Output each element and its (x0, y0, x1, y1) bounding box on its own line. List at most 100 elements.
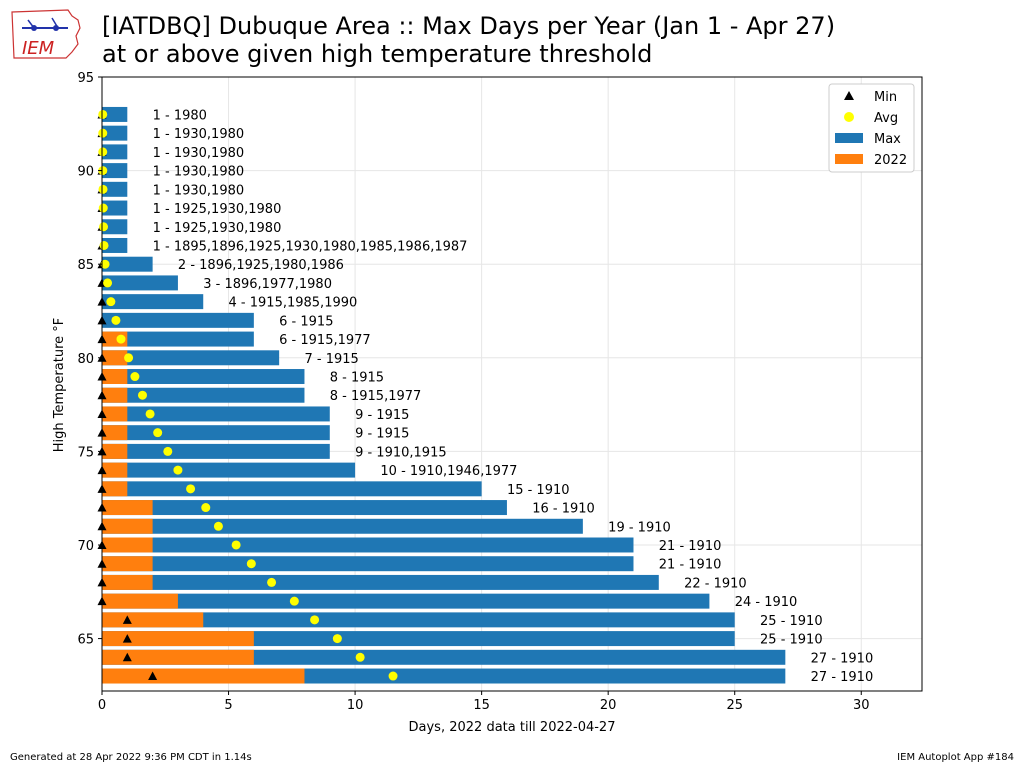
avg-marker (231, 540, 241, 550)
current-year-bar (102, 350, 128, 366)
bar-value-label: 1 - 1930,1980 (153, 165, 245, 180)
bar-value-label: 19 - 1910 (608, 520, 671, 535)
bar-value-label: 1 - 1895,1896,1925,1930,1980,1985,1986,1… (153, 239, 468, 254)
bar-value-label: 7 - 1915 (304, 352, 358, 367)
y-tick-label: 90 (77, 165, 94, 180)
avg-marker (124, 353, 134, 363)
bar-value-label: 8 - 1915 (330, 371, 384, 386)
max-bar (102, 125, 128, 141)
max-bar (102, 612, 735, 628)
avg-marker (98, 184, 108, 194)
bar-value-label: 21 - 1910 (659, 558, 722, 573)
avg-marker (98, 166, 108, 176)
avg-marker (111, 315, 121, 325)
y-tick-label: 75 (77, 445, 94, 460)
max-bar (102, 574, 659, 590)
current-year-bar (102, 443, 128, 459)
current-year-bar (102, 500, 153, 516)
bar-value-label: 9 - 1915 (355, 408, 409, 423)
bar-value-label: 8 - 1915,1977 (330, 389, 422, 404)
x-tick-label: 25 (726, 698, 743, 713)
current-year-bar (102, 649, 254, 665)
current-year-bar (102, 537, 153, 553)
bar-value-label: 25 - 1910 (760, 633, 823, 648)
max-bar (102, 350, 280, 366)
bar-value-label: 1 - 1925,1930,1980 (153, 202, 282, 217)
current-year-bar (102, 668, 305, 684)
bar-value-label: 1 - 1930,1980 (153, 183, 245, 198)
bar-value-label: 24 - 1910 (735, 595, 798, 610)
legend-min-icon (844, 91, 854, 100)
footer-generated: Generated at 28 Apr 2022 9:36 PM CDT in … (10, 752, 252, 763)
max-bar (102, 144, 128, 160)
legend: Min Avg Max 2022 (828, 83, 915, 173)
plot-frame (101, 76, 923, 692)
avg-marker (173, 465, 183, 475)
avg-marker (100, 259, 110, 269)
y-axis-label: High Temperature °F (52, 318, 67, 452)
max-bar (102, 256, 153, 272)
avg-marker (116, 334, 126, 344)
max-bar (102, 200, 128, 216)
max-bar (102, 219, 128, 235)
avg-marker (163, 446, 173, 456)
current-year-bar (102, 462, 128, 478)
bar-value-label: 3 - 1896,1977,1980 (203, 277, 332, 292)
max-bar (102, 425, 330, 441)
bar-value-label: 10 - 1910,1946,1977 (380, 464, 517, 479)
avg-marker (153, 428, 163, 438)
bar-value-label: 15 - 1910 (507, 483, 570, 498)
avg-marker (267, 577, 277, 587)
bar-value-label: 27 - 1910 (811, 670, 874, 685)
current-year-bar (102, 612, 204, 628)
title-line-1: [IATDBQ] Dubuque Area :: Max Days per Ye… (102, 12, 836, 40)
avg-marker (289, 596, 299, 606)
avg-marker (186, 484, 196, 494)
max-bar (102, 649, 786, 665)
avg-marker (106, 297, 116, 307)
current-year-bar (102, 631, 254, 647)
max-bar (102, 106, 128, 122)
min-marker (122, 652, 132, 662)
bar-value-label: 1 - 1980 (153, 108, 207, 123)
y-tick-label: 95 (77, 71, 94, 86)
avg-marker (98, 109, 108, 119)
bar-value-label: 21 - 1910 (659, 539, 722, 554)
bar-value-label: 1 - 1930,1980 (153, 146, 245, 161)
avg-marker (103, 278, 113, 288)
current-year-bar (102, 425, 128, 441)
max-bar (102, 500, 507, 516)
max-bar (102, 312, 254, 328)
y-tick-label: 70 (77, 539, 94, 554)
legend-label: 2022 (874, 153, 907, 168)
max-bar (102, 331, 254, 347)
max-bar (102, 387, 305, 403)
legend-2022-swatch (835, 154, 863, 164)
current-year-bar (102, 481, 128, 497)
footer-app: IEM Autoplot App #184 (897, 752, 1014, 763)
avg-marker (98, 128, 108, 138)
avg-marker (310, 615, 320, 625)
avg-marker (137, 390, 147, 400)
max-bar (102, 481, 482, 497)
max-bar (102, 275, 178, 291)
max-bar (102, 294, 204, 310)
legend-box (828, 83, 915, 173)
min-marker (148, 671, 158, 681)
min-marker (122, 634, 132, 643)
logo-text: IEM (22, 38, 55, 59)
x-tick-label: 30 (853, 698, 870, 713)
max-bar (102, 631, 735, 647)
bar-value-label: 16 - 1910 (532, 502, 595, 517)
current-year-bar (102, 518, 153, 534)
bar-value-label: 6 - 1915 (279, 314, 333, 329)
avg-marker (99, 222, 109, 232)
max-bar (102, 593, 710, 609)
bar-value-label: 9 - 1910,1915 (355, 445, 447, 460)
x-tick-label: 0 (98, 698, 106, 713)
legend-label: Max (874, 132, 901, 147)
avg-marker (130, 372, 140, 382)
current-year-bar (102, 593, 178, 609)
y-tick-label: 80 (77, 352, 94, 367)
